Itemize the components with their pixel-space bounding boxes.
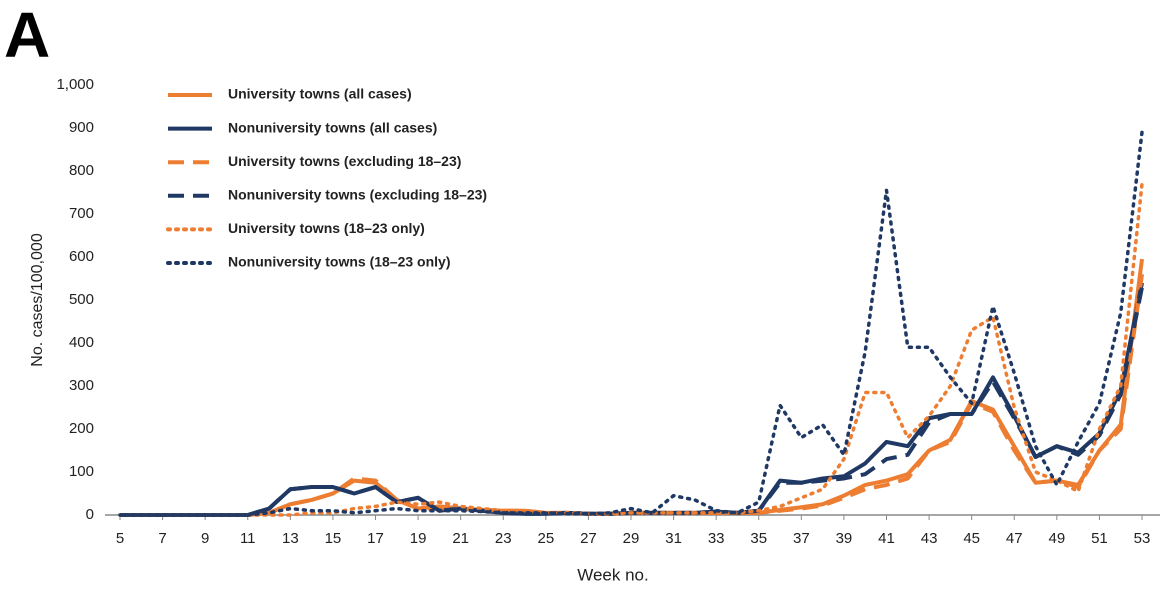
x-tick-label: 19 xyxy=(410,530,427,547)
series-line xyxy=(120,273,1144,517)
y-tick-label: 400 xyxy=(69,334,94,351)
x-tick-label: 33 xyxy=(708,530,725,547)
y-tick-label: 0 xyxy=(86,506,94,523)
x-tick-label: 43 xyxy=(921,530,938,547)
y-tick-label: 300 xyxy=(69,377,94,394)
x-tick-label: 17 xyxy=(367,530,384,547)
x-axis-label: Week no. xyxy=(577,565,649,584)
x-tick-label: 9 xyxy=(201,530,209,547)
x-tick-label: 29 xyxy=(623,530,640,547)
legend-label: Nonuniversity towns (all cases) xyxy=(228,119,437,135)
x-tick-label: 21 xyxy=(452,530,469,547)
x-tick-label: 53 xyxy=(1134,530,1151,547)
x-tick-label: 47 xyxy=(1006,530,1023,547)
x-tick-label: 31 xyxy=(665,530,682,547)
x-tick-label: 45 xyxy=(963,530,980,547)
x-tick-label: 49 xyxy=(1048,530,1065,547)
x-tick-label: 13 xyxy=(282,530,299,547)
y-tick-label: 900 xyxy=(69,119,94,136)
y-tick-label: 100 xyxy=(69,463,94,480)
legend-label: University towns (18–23 only) xyxy=(228,220,425,236)
x-tick-label: 35 xyxy=(750,530,767,547)
legend-label: University towns (all cases) xyxy=(228,86,412,102)
x-tick-label: 11 xyxy=(240,530,256,547)
x-tick-label: 39 xyxy=(836,530,853,547)
legend-label: Nonuniversity towns (18–23 only) xyxy=(228,254,451,270)
x-tick-label: 27 xyxy=(580,530,597,547)
y-tick-label: 1,000 xyxy=(56,76,94,93)
x-tick-label: 15 xyxy=(325,530,342,547)
y-tick-label: 600 xyxy=(69,248,94,265)
legend-label: University towns (excluding 18–23) xyxy=(228,153,461,169)
y-tick-label: 800 xyxy=(69,162,94,179)
x-tick-label: 5 xyxy=(116,530,124,547)
x-tick-label: 37 xyxy=(793,530,810,547)
y-axis-label: No. cases/100,000 xyxy=(29,233,46,367)
x-tick-label: 23 xyxy=(495,530,512,547)
x-tick-label: 41 xyxy=(878,530,895,547)
legend-label: Nonuniversity towns (excluding 18–23) xyxy=(228,187,487,203)
y-tick-label: 700 xyxy=(69,205,94,222)
series-line xyxy=(118,130,1144,517)
x-tick-label: 51 xyxy=(1091,530,1108,547)
y-tick-label: 500 xyxy=(69,291,94,308)
series-line xyxy=(118,182,1144,517)
x-tick-label: 7 xyxy=(158,530,166,547)
panel-label: A xyxy=(4,0,50,71)
series-line xyxy=(120,282,1144,517)
y-tick-label: 200 xyxy=(69,420,94,437)
x-tick-label: 25 xyxy=(537,530,554,547)
